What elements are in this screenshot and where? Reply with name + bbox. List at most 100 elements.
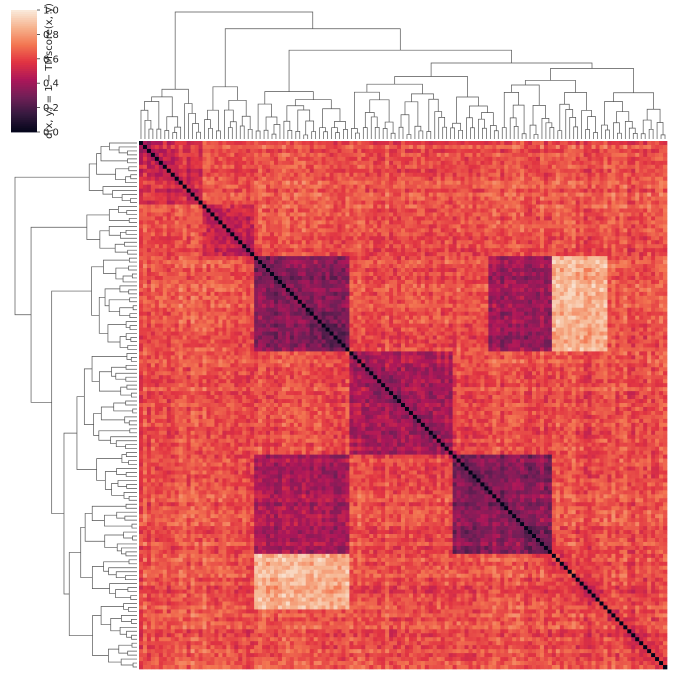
heatmap-cell xyxy=(210,264,215,269)
heatmap-cell xyxy=(643,192,648,197)
heatmap-cell xyxy=(285,275,291,281)
heatmap-cell xyxy=(476,224,481,229)
heatmap-cell xyxy=(532,236,537,241)
heatmap-cell xyxy=(639,272,644,277)
heatmap-cell xyxy=(389,220,394,225)
heatmap-cell xyxy=(567,172,573,178)
heatmap-cell xyxy=(230,192,235,197)
heatmap-cell xyxy=(309,188,315,193)
heatmap-cell xyxy=(484,204,489,209)
heatmap-cell xyxy=(397,264,402,269)
heatmap-cell xyxy=(444,272,449,277)
heatmap-cell xyxy=(559,216,565,221)
heatmap-cell xyxy=(333,208,338,213)
heatmap-cell xyxy=(277,168,283,174)
heatmap-cell xyxy=(285,260,291,265)
heatmap-cell xyxy=(222,156,227,162)
heatmap-cell xyxy=(432,188,438,193)
heatmap-cell xyxy=(309,156,315,162)
heatmap-cell xyxy=(500,208,505,213)
heatmap-cell xyxy=(539,180,545,186)
heatmap-cell xyxy=(452,252,457,257)
heatmap-cell xyxy=(484,176,489,182)
heatmap-cell xyxy=(401,236,406,241)
dendrogram-link xyxy=(581,110,592,139)
heatmap-cell xyxy=(333,275,338,281)
heatmap-cell xyxy=(353,275,358,281)
heatmap-cell xyxy=(357,232,362,237)
heatmap-cell xyxy=(389,244,394,249)
heatmap-cell xyxy=(547,232,553,237)
heatmap-cell xyxy=(325,248,330,253)
heatmap-cell xyxy=(635,184,640,189)
heatmap-cell xyxy=(182,240,187,245)
heatmap-cell xyxy=(309,232,315,237)
heatmap-cell xyxy=(170,168,176,174)
heatmap-cell xyxy=(190,164,195,170)
heatmap-cell xyxy=(547,216,553,221)
heatmap-cell xyxy=(516,144,521,150)
heatmap-cell xyxy=(242,264,247,269)
heatmap-cell xyxy=(472,208,477,213)
heatmap-cell xyxy=(575,244,581,249)
heatmap-cell xyxy=(373,200,378,205)
heatmap-cell xyxy=(571,164,577,170)
heatmap-cell xyxy=(182,152,187,158)
heatmap-cell xyxy=(214,264,219,269)
heatmap-cell xyxy=(285,216,291,221)
heatmap-cell xyxy=(512,204,517,209)
heatmap-cell xyxy=(539,260,545,265)
heatmap-cell xyxy=(150,279,156,285)
heatmap-cell xyxy=(182,144,187,150)
heatmap-cell xyxy=(635,248,640,253)
heatmap-cell xyxy=(333,192,338,197)
heatmap-cell xyxy=(468,228,473,233)
heatmap-cell xyxy=(627,196,632,201)
heatmap-cell xyxy=(547,220,553,225)
heatmap-cell xyxy=(146,200,152,205)
heatmap-cell xyxy=(353,180,358,186)
heatmap-cell xyxy=(663,216,668,221)
heatmap-cell xyxy=(416,272,422,277)
heatmap-cell xyxy=(377,244,382,249)
heatmap-cell xyxy=(551,144,557,150)
heatmap-cell xyxy=(258,156,263,162)
heatmap-cell xyxy=(218,240,223,245)
heatmap-cell xyxy=(389,156,394,162)
heatmap-cell xyxy=(599,220,604,225)
heatmap-cell xyxy=(535,212,541,217)
heatmap-cell xyxy=(381,160,386,166)
heatmap-cell xyxy=(472,252,477,257)
heatmap-cell xyxy=(270,248,275,253)
heatmap-cell xyxy=(659,275,664,281)
heatmap-cell xyxy=(559,196,565,201)
heatmap-cell xyxy=(170,216,176,221)
heatmap-cell xyxy=(456,200,461,205)
heatmap-cell xyxy=(551,160,557,166)
heatmap-cell xyxy=(321,220,326,225)
heatmap-cell xyxy=(468,260,473,265)
heatmap-cell xyxy=(587,244,592,249)
heatmap-cell xyxy=(178,141,184,146)
heatmap-cell xyxy=(301,184,307,189)
heatmap-cell xyxy=(480,244,485,249)
heatmap-cell xyxy=(313,148,318,154)
heatmap-cell xyxy=(150,188,156,193)
heatmap-cell xyxy=(607,252,612,257)
heatmap-cell xyxy=(258,279,263,285)
heatmap-cell xyxy=(242,156,247,162)
heatmap-cell xyxy=(643,148,648,154)
heatmap-cell xyxy=(202,272,207,277)
dendrogram-link xyxy=(122,275,137,283)
heatmap-cell xyxy=(389,168,394,174)
heatmap-cell xyxy=(293,228,299,233)
heatmap-cell xyxy=(520,272,525,277)
heatmap-cell xyxy=(158,260,164,265)
heatmap-cell xyxy=(341,172,346,178)
heatmap-cell xyxy=(611,204,616,209)
dendrogram-link xyxy=(118,146,137,154)
heatmap-cell xyxy=(321,184,326,189)
heatmap-cell xyxy=(480,200,485,205)
heatmap-cell xyxy=(369,176,374,182)
dendrogram-link xyxy=(241,115,251,130)
